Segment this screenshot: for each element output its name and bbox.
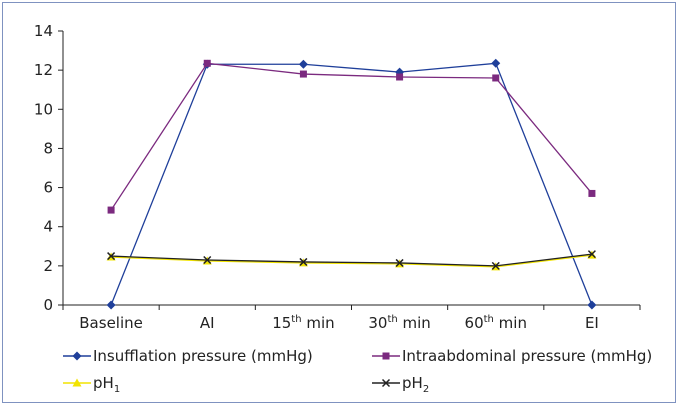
axes: 0 2 4 6 8 10 12 14 Baseline AI 15th min 30th min 60t… <box>34 22 641 332</box>
series-2-point <box>299 70 307 78</box>
series-2-point <box>107 206 115 214</box>
series-1-point <box>106 300 116 310</box>
x-tick-label: AI <box>200 314 215 332</box>
series-1-line <box>110 62 593 306</box>
series-2-point <box>588 189 596 197</box>
legend-swatch-marker <box>72 378 82 387</box>
x-tick-label: 60th min <box>465 314 527 332</box>
y-tick-label: 14 <box>34 22 53 40</box>
legend-swatch-marker <box>382 352 390 360</box>
x-tick-label: EI <box>585 314 599 332</box>
series-4-point <box>299 257 308 266</box>
legend: Insufflation pressure (mmHg) Intraabdomin… <box>63 347 652 395</box>
legend-item: Insufflation pressure (mmHg) <box>63 347 313 365</box>
legend-label: pH1 <box>93 374 120 395</box>
legend-item: pH1 <box>63 374 120 395</box>
y-tick-label: 2 <box>43 257 53 275</box>
chart-frame <box>2 2 676 403</box>
series-2-line <box>110 62 593 211</box>
legend-swatch-marker <box>381 378 391 388</box>
series-4-point <box>491 261 500 270</box>
legend-label: Intraabdominal pressure (mmHg) <box>402 347 652 365</box>
y-tick-label: 4 <box>43 218 53 236</box>
x-tick-label: 30th min <box>368 314 430 332</box>
y-tick-label: 10 <box>34 100 53 118</box>
y-tick-label: 12 <box>34 61 53 79</box>
series-2-point <box>492 74 500 82</box>
series-4-point <box>587 250 596 259</box>
y-tick-label: 6 <box>43 179 53 197</box>
x-tick-label: Baseline <box>79 314 143 332</box>
series-3-line <box>111 254 592 268</box>
series-2-point <box>396 73 404 81</box>
series-4-point <box>107 252 116 261</box>
series-4-point <box>203 255 212 265</box>
legend-swatch-marker <box>72 351 82 361</box>
legend-label: pH2 <box>402 374 429 395</box>
series-4-line <box>111 253 592 267</box>
series-1-point <box>491 58 501 68</box>
series-1-point <box>587 300 597 310</box>
legend-item: Intraabdominal pressure (mmHg) <box>372 347 652 365</box>
y-tick-label: 8 <box>43 139 53 157</box>
series-1-point <box>298 59 308 69</box>
legend-label: Insufflation pressure (mmHg) <box>93 347 313 365</box>
series-layer <box>106 58 597 310</box>
x-tick-label: 15th min <box>272 314 334 332</box>
legend-item: pH2 <box>372 374 429 395</box>
series-2-point <box>203 59 211 67</box>
series-4-point <box>395 258 404 267</box>
y-tick-label: 0 <box>43 296 53 314</box>
